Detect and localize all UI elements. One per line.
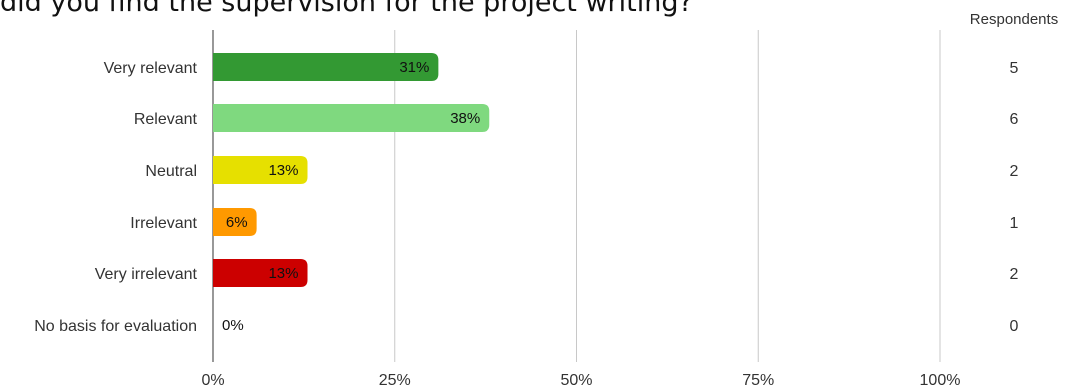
respondents-count: 2 [1010, 163, 1019, 180]
x-tick-label: 0% [201, 372, 224, 389]
bar [213, 259, 308, 287]
respondents-count: 2 [1010, 266, 1019, 283]
data-label: 13% [268, 162, 298, 179]
x-tick-label: 25% [379, 372, 411, 389]
respondents-count: 0 [1010, 318, 1019, 335]
data-label: 31% [399, 59, 429, 76]
data-label: 13% [268, 265, 298, 282]
bar [213, 53, 439, 81]
bar [213, 208, 257, 236]
respondents-count: 6 [1010, 111, 1019, 128]
x-tick-label: 75% [742, 372, 774, 389]
chart-title: did you find the supervision for the pro… [0, 0, 693, 18]
bar [213, 156, 308, 184]
respondents-header: Respondents [970, 11, 1058, 28]
bar [213, 104, 490, 132]
category-label: Very irrelevant [95, 266, 198, 283]
category-label: No basis for evaluation [34, 318, 197, 335]
respondents-count: 1 [1010, 215, 1019, 232]
category-label: Neutral [145, 163, 197, 180]
category-label: Very relevant [104, 60, 198, 77]
data-label: 0% [222, 317, 244, 334]
data-label: 38% [450, 110, 480, 127]
x-tick-label: 100% [920, 372, 961, 389]
data-label: 6% [226, 214, 248, 231]
category-label: Irrelevant [130, 215, 197, 232]
category-label: Relevant [134, 111, 198, 128]
x-tick-label: 50% [560, 372, 592, 389]
respondents-count: 5 [1010, 60, 1019, 77]
